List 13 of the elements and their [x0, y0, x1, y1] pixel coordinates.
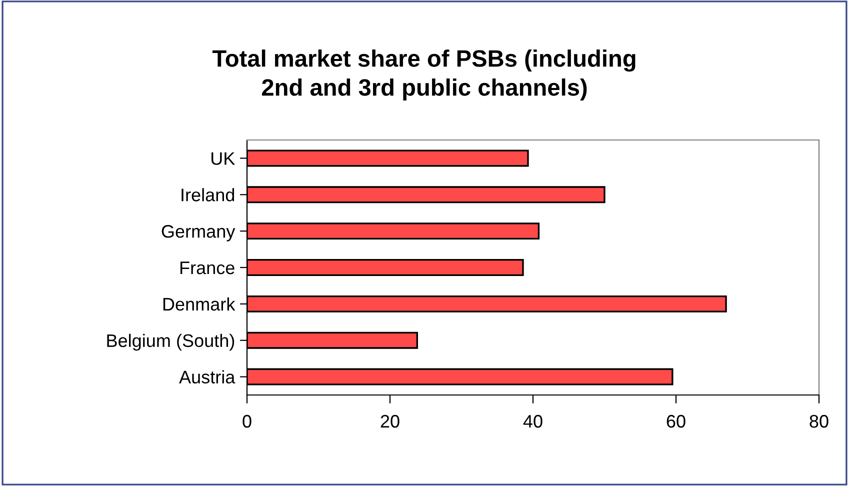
x-tick-label: 80 — [810, 414, 828, 428]
y-tick-label: Ireland — [182, 188, 234, 202]
y-tick-label: UK — [212, 152, 235, 165]
y-tick-label: France — [180, 262, 234, 274]
x-tick-label: 40 — [523, 414, 542, 428]
chart-title: Total market share of PSBs (including 2nd and 3rd public channels) — [212, 50, 636, 100]
y-tick-label: Belgium (South) — [107, 334, 234, 351]
y-tick-label: Denmark — [163, 297, 236, 311]
y-tick-label: Germany — [162, 225, 236, 242]
x-tick-label: 0 — [242, 414, 252, 428]
y-tick-label: Austria — [179, 370, 236, 384]
x-tick-label: 20 — [380, 414, 400, 428]
x-tick-label: 60 — [666, 414, 686, 428]
